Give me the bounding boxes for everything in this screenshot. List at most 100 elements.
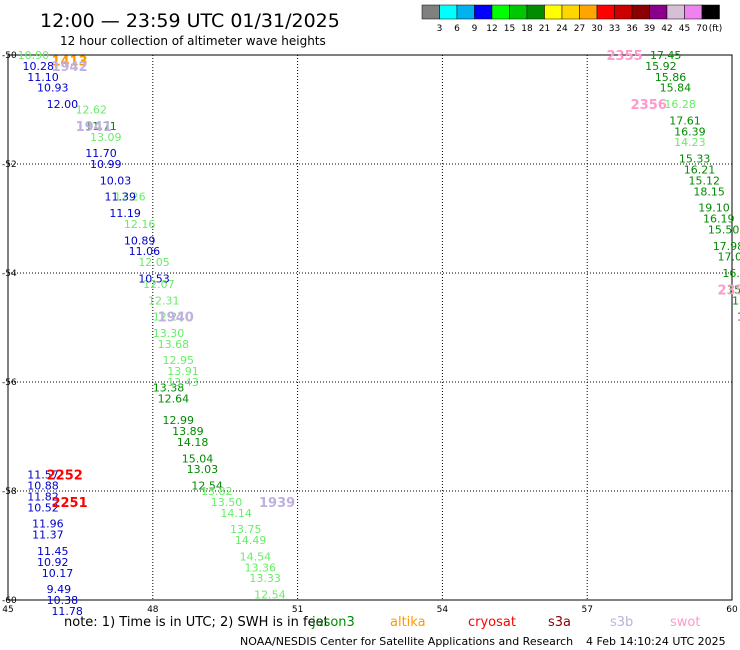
wave-height-value: 16.19 — [703, 213, 735, 226]
colorbar-swatch — [491, 4, 510, 20]
wave-height-value: 10.53 — [138, 272, 170, 285]
wave-height-value: 11.78 — [51, 605, 83, 618]
colorbar-swatch — [649, 4, 668, 20]
wave-height-value: 14.14 — [220, 507, 252, 520]
wave-height-value: 10.90 — [18, 49, 50, 62]
footer-timestamp: 4 Feb 14:10:24 UTC 2025 — [586, 635, 726, 648]
wave-height-value: 10.28 — [22, 60, 54, 73]
wave-height-value: 15.12 — [689, 174, 721, 187]
pass-time-label: 2252 — [47, 469, 83, 484]
y-tick-label: -52 — [2, 160, 17, 170]
wave-height-value: 15.84 — [660, 82, 692, 95]
wave-height-value: 11.70 — [85, 147, 117, 160]
colorbar-swatch — [701, 4, 720, 20]
wave-height-value: 10.99 — [90, 158, 122, 171]
wave-height-value: 19.10 — [698, 202, 730, 215]
y-tick-label: -60 — [2, 596, 17, 606]
pass-time-label: 2356 — [631, 98, 667, 113]
wave-height-value: 15.63 — [727, 283, 740, 296]
wave-height-value: 13.09 — [90, 131, 122, 144]
wave-height-value: 12.62 — [76, 104, 108, 117]
wave-height-value: 11.71 — [85, 120, 117, 133]
footer-credit: NOAA/NESDIS Center for Satellite Applica… — [240, 635, 573, 648]
wave-height-value: 13.68 — [158, 338, 190, 351]
wave-height-value: 13.89 — [172, 425, 204, 438]
wave-height-value: 12.00 — [47, 98, 79, 111]
y-tick-label: -58 — [2, 487, 17, 497]
wave-height-value: 17.45 — [650, 49, 682, 62]
wave-height-value: 15.04 — [182, 452, 214, 465]
wave-height-value: 15.86 — [655, 71, 687, 84]
wave-height-value: 11.19 — [109, 207, 141, 220]
satellite-legend-item: s3b — [610, 615, 633, 630]
pass-time-label: 1940 — [158, 311, 194, 326]
colorbar-label: 39 — [644, 24, 656, 34]
wave-height-value: 12.54 — [254, 589, 286, 602]
wave-height-value: 13.03 — [187, 463, 219, 476]
y-axis-ticks: -50 -52 -54 -56 -58 -60 — [2, 51, 17, 606]
colorbar-unit: (ft) — [709, 24, 723, 34]
pass-time-label: 2355 — [607, 49, 643, 64]
satellite-legend-item: swot — [670, 615, 700, 630]
colorbar-label: 12 — [486, 24, 497, 34]
x-axis-ticks: 45 48 51 54 57 60 — [2, 605, 738, 615]
wave-height-value: 13.75 — [230, 523, 262, 536]
colorbar-label: 42 — [661, 24, 672, 34]
footer-note: note: 1) Time is in UTC; 2) SWH is in fe… — [64, 615, 329, 630]
colorbar-swatch — [456, 4, 475, 20]
wave-height-value: 13.82 — [201, 485, 233, 498]
x-tick-label: 45 — [2, 605, 13, 615]
wave-height-value: 13.33 — [249, 572, 280, 585]
wave-height-value: 13.43 — [167, 376, 199, 389]
colorbar-label: 3 — [437, 24, 443, 34]
colorbar-swatch — [666, 4, 685, 20]
colorbar-label: 6 — [454, 24, 460, 34]
wave-height-value: 11.45 — [37, 545, 69, 558]
wave-height-value: 14.49 — [235, 534, 267, 547]
wave-height-value: 11.82 — [27, 490, 59, 503]
colorbar-swatch — [579, 4, 598, 20]
wave-height-value: 16.28 — [664, 98, 696, 111]
wave-height-value: 15.92 — [645, 60, 677, 73]
wave-height-value: 12.31 — [148, 294, 180, 307]
wave-height-value: 14.54 — [240, 550, 272, 563]
wave-height-value: 13.50 — [211, 496, 243, 509]
colorbar-swatch — [614, 4, 633, 20]
wave-height-value: 11.96 — [32, 518, 64, 531]
y-tick-label: -50 — [2, 51, 17, 61]
wave-height-value: 11.10 — [27, 71, 59, 84]
wave-height-value: 13.36 — [245, 561, 276, 574]
wave-height-value: 17.98 — [713, 240, 740, 253]
colorbar-swatch — [631, 4, 650, 20]
wave-height-value: 12.27 — [153, 311, 185, 324]
grid-lines — [8, 55, 732, 600]
wave-height-value: 12.54 — [191, 480, 223, 493]
satellite-legend-item: cryosat — [468, 615, 516, 630]
colorbar-label: 15 — [504, 24, 515, 34]
x-tick-label: 54 — [437, 605, 449, 615]
colorbar-swatch — [561, 4, 580, 20]
wave-height-value: 10.88 — [27, 480, 59, 493]
x-tick-label: 48 — [147, 605, 159, 615]
wave-height-value: 15.33 — [679, 153, 711, 166]
colorbar-label: 33 — [609, 24, 620, 34]
wave-height-value: 13.38 — [153, 381, 185, 394]
x-tick-label: 57 — [581, 605, 592, 615]
wave-height-value: 11.39 — [105, 191, 136, 204]
wave-height-value: 10.89 — [124, 234, 156, 247]
pass-time-label: 235 — [718, 283, 740, 298]
chart-subtitle: 12 hour collection of altimeter wave hei… — [60, 34, 326, 48]
wave-height-value: 10.93 — [37, 82, 69, 95]
wave-height-value: 10.03 — [100, 174, 132, 187]
colorbar-label: 70 — [696, 24, 708, 34]
colorbar-swatch — [509, 4, 528, 20]
colorbar-label: 9 — [472, 24, 478, 34]
pass-time-label: 1413 — [51, 54, 87, 69]
chart-title: 12:00 — 23:59 UTC 01/31/2025 — [40, 10, 340, 32]
colorbar-label: 21 — [539, 24, 550, 34]
wave-height-value: 16.21 — [684, 163, 716, 176]
colorbar-label: 45 — [679, 24, 690, 34]
wave-height-value: 14.23 — [674, 136, 706, 149]
